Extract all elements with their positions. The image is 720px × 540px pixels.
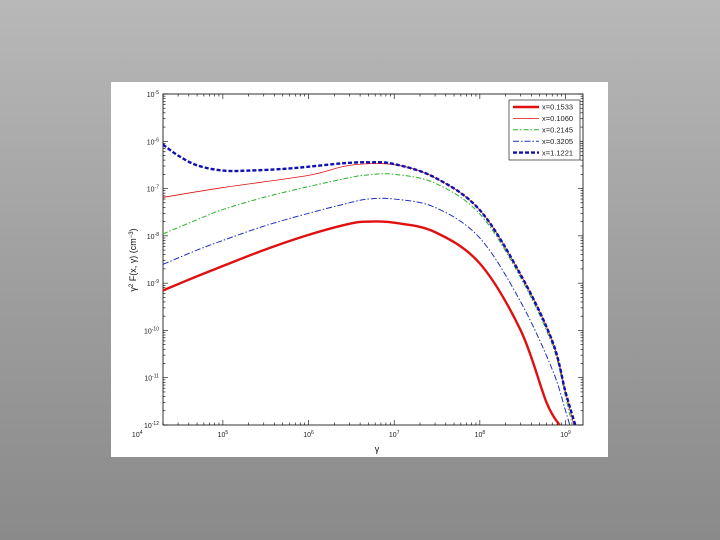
y-tick-label: 10-6 bbox=[147, 137, 159, 146]
y-tick-label: 10-8 bbox=[147, 232, 159, 241]
x-tick-labels: 104 105 106 107 108 109 bbox=[132, 430, 571, 439]
legend-label-5: x=1.1221 bbox=[542, 148, 573, 157]
y-tick-labels: 10-5 10-6 10-7 10-8 10-9 10-10 10-11 10-12 bbox=[144, 90, 159, 430]
x-axis-label: γ bbox=[375, 444, 380, 454]
series-lines bbox=[163, 143, 577, 425]
legend-label-3: x=0.2145 bbox=[542, 126, 573, 135]
x-tick-label: 106 bbox=[303, 430, 314, 439]
legend-label-2: x=0.1060 bbox=[542, 114, 573, 123]
log-log-plot: 104 105 106 107 108 109 10-510-610-710-810-91… bbox=[128, 90, 584, 454]
series-line-5 bbox=[163, 143, 577, 425]
series-line-1 bbox=[163, 220, 561, 425]
x-tick-label: 104 bbox=[132, 430, 143, 439]
figure-panel: 104 105 106 107 108 109 10-5 10-6 10-7 10-8 10-9 1… bbox=[111, 82, 608, 457]
series-line-4 bbox=[163, 197, 571, 425]
x-tick-label: 107 bbox=[389, 430, 400, 439]
x-tick-label: 108 bbox=[475, 430, 486, 439]
x-tick-label: 105 bbox=[218, 430, 229, 439]
y-tick-label: 10-7 bbox=[147, 185, 159, 194]
legend: x=0.1533 x=0.1060 x=0.2145 x=0.3205 x=1.1221 bbox=[508, 99, 581, 161]
y-axis-label: γ2 F(x, γ) (cm−3) bbox=[128, 228, 138, 291]
y-tick-label: 10-9 bbox=[147, 279, 159, 288]
x-tick-label: 109 bbox=[560, 430, 571, 439]
y-tick-label: 10-11 bbox=[144, 374, 159, 383]
legend-label-4: x=0.3205 bbox=[542, 137, 573, 146]
y-tick-label: 10-10 bbox=[144, 326, 159, 335]
legend-entries: x=0.1533 x=0.1060 x=0.2145 x=0.3205 x=1.1221 bbox=[513, 103, 573, 157]
tick-marks bbox=[162, 93, 583, 426]
y-tick-label: 10-12 bbox=[144, 421, 159, 430]
legend-label-1: x=0.1533 bbox=[542, 103, 573, 112]
y-tick-label: 10-5 bbox=[147, 90, 159, 99]
